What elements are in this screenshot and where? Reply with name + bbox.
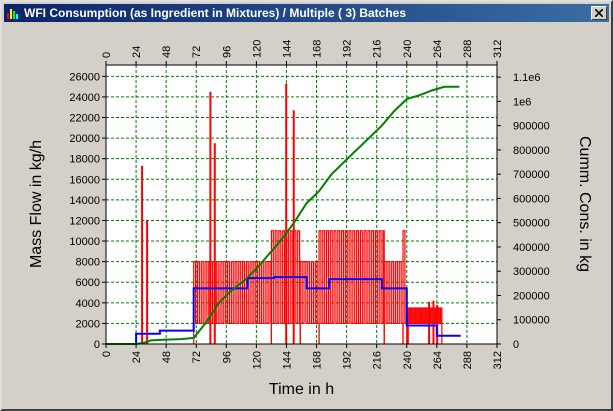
y-right-tick-label: 0 bbox=[513, 339, 519, 351]
x-tick-label-top: 312 bbox=[492, 40, 504, 58]
y-left-tick-label: 24000 bbox=[69, 92, 100, 104]
y-right-tick-label: 200000 bbox=[513, 290, 550, 302]
mass-flow-bar bbox=[146, 220, 149, 344]
x-tick-label-top: 144 bbox=[281, 40, 293, 58]
mass-flow-pulse-band bbox=[193, 261, 273, 344]
y-right-tick-label: 500000 bbox=[513, 218, 550, 230]
x-tick-label: 216 bbox=[372, 351, 384, 369]
y-left-tick-label: 26000 bbox=[69, 71, 100, 83]
mass-flow-pulse-band bbox=[402, 230, 408, 344]
y-left-tick-label: 20000 bbox=[69, 133, 100, 145]
x-tick-label-top: 120 bbox=[251, 40, 263, 58]
blue-step-line bbox=[135, 276, 461, 344]
y-right-tick-label: 300000 bbox=[513, 266, 550, 278]
mass-flow-bar bbox=[432, 300, 435, 344]
close-button[interactable] bbox=[591, 6, 607, 20]
y-right-tick-label: 1e6 bbox=[513, 96, 531, 108]
x-tick-label: 192 bbox=[342, 351, 354, 369]
x-tick-label: 72 bbox=[191, 351, 203, 363]
mass-flow-pulse-band bbox=[299, 261, 320, 344]
x-tick-label: 312 bbox=[492, 351, 504, 369]
x-tick-label: 96 bbox=[221, 351, 233, 363]
x-tick-label-top: 168 bbox=[312, 40, 324, 58]
mass-flow-bar bbox=[292, 110, 295, 344]
y-left-tick-label: 12000 bbox=[69, 215, 100, 227]
y-right-tick-label: 800000 bbox=[513, 145, 550, 157]
mass-flow-bar bbox=[436, 304, 439, 344]
x-tick-label: 288 bbox=[462, 351, 474, 369]
x-tick-label-top: 48 bbox=[161, 46, 173, 58]
mass-flow-bar bbox=[406, 316, 409, 344]
y-left-tick-label: 14000 bbox=[69, 195, 100, 207]
y-left-tick-label: 8000 bbox=[76, 257, 100, 269]
x-tick-label: 0 bbox=[101, 351, 113, 357]
x-tick-label: 144 bbox=[281, 351, 293, 369]
x-tick-label-top: 264 bbox=[432, 40, 444, 58]
mass-flow-pulse-band bbox=[383, 261, 404, 344]
y-left-tick-label: 0 bbox=[94, 339, 100, 351]
x-tick-label-top: 240 bbox=[402, 40, 414, 58]
y-right-tick-label: 600000 bbox=[513, 193, 550, 205]
mass-flow-pulse-band bbox=[318, 230, 385, 344]
close-icon bbox=[595, 9, 603, 17]
x-tick-label-top: 192 bbox=[342, 40, 354, 58]
x-tick-label: 120 bbox=[251, 351, 263, 369]
y-left-tick-label: 22000 bbox=[69, 113, 100, 125]
y-right-tick-label: 400000 bbox=[513, 242, 550, 254]
chart-app-icon bbox=[7, 9, 18, 19]
y-left-tick-label: 6000 bbox=[76, 277, 100, 289]
mass-flow-bar bbox=[285, 83, 288, 344]
x-tick-label: 48 bbox=[161, 351, 173, 363]
x-tick-label-top: 72 bbox=[191, 46, 203, 58]
y-left-tick-label: 10000 bbox=[69, 236, 100, 248]
y-right-tick-label: 100000 bbox=[513, 315, 550, 327]
x-axis-label: Time in h bbox=[269, 381, 334, 398]
x-tick-label-top: 96 bbox=[221, 46, 233, 58]
chart-area: 0024244848727296961201201441441681681921… bbox=[28, 40, 593, 398]
x-tick-label: 240 bbox=[402, 351, 414, 369]
y-left-tick-label: 16000 bbox=[69, 174, 100, 186]
y-axis-right-label: Cumm. Cons. in kg bbox=[576, 136, 593, 272]
cumulative-line bbox=[106, 85, 460, 345]
title-bar[interactable]: WFI Consumption (as Ingredient in Mixtur… bbox=[4, 4, 609, 22]
mass-flow-bar bbox=[209, 91, 212, 345]
x-tick-label: 24 bbox=[131, 351, 143, 363]
x-tick-label: 264 bbox=[432, 351, 444, 369]
x-tick-label: 168 bbox=[312, 351, 324, 369]
mass-flow-bar bbox=[428, 301, 431, 344]
y-left-tick-label: 4000 bbox=[76, 298, 100, 310]
mass-flow-bar bbox=[141, 165, 144, 344]
y-right-tick-label: 1.1e6 bbox=[513, 72, 541, 84]
x-tick-label-top: 216 bbox=[372, 40, 384, 58]
y-left-tick-label: 2000 bbox=[76, 318, 100, 330]
x-tick-label-top: 24 bbox=[131, 46, 143, 58]
y-left-tick-label: 18000 bbox=[69, 154, 100, 166]
y-right-tick-label: 900000 bbox=[513, 121, 550, 133]
x-tick-label-top: 0 bbox=[101, 52, 113, 58]
mass-flow-bar bbox=[213, 143, 216, 344]
y-axis-left-label: Mass Flow in kg/h bbox=[28, 140, 45, 268]
x-tick-label-top: 288 bbox=[462, 40, 474, 58]
plot-background bbox=[106, 65, 497, 344]
window-title: WFI Consumption (as Ingredient in Mixtur… bbox=[24, 6, 407, 20]
y-right-tick-label: 700000 bbox=[513, 169, 550, 181]
plot-frame bbox=[105, 64, 498, 345]
